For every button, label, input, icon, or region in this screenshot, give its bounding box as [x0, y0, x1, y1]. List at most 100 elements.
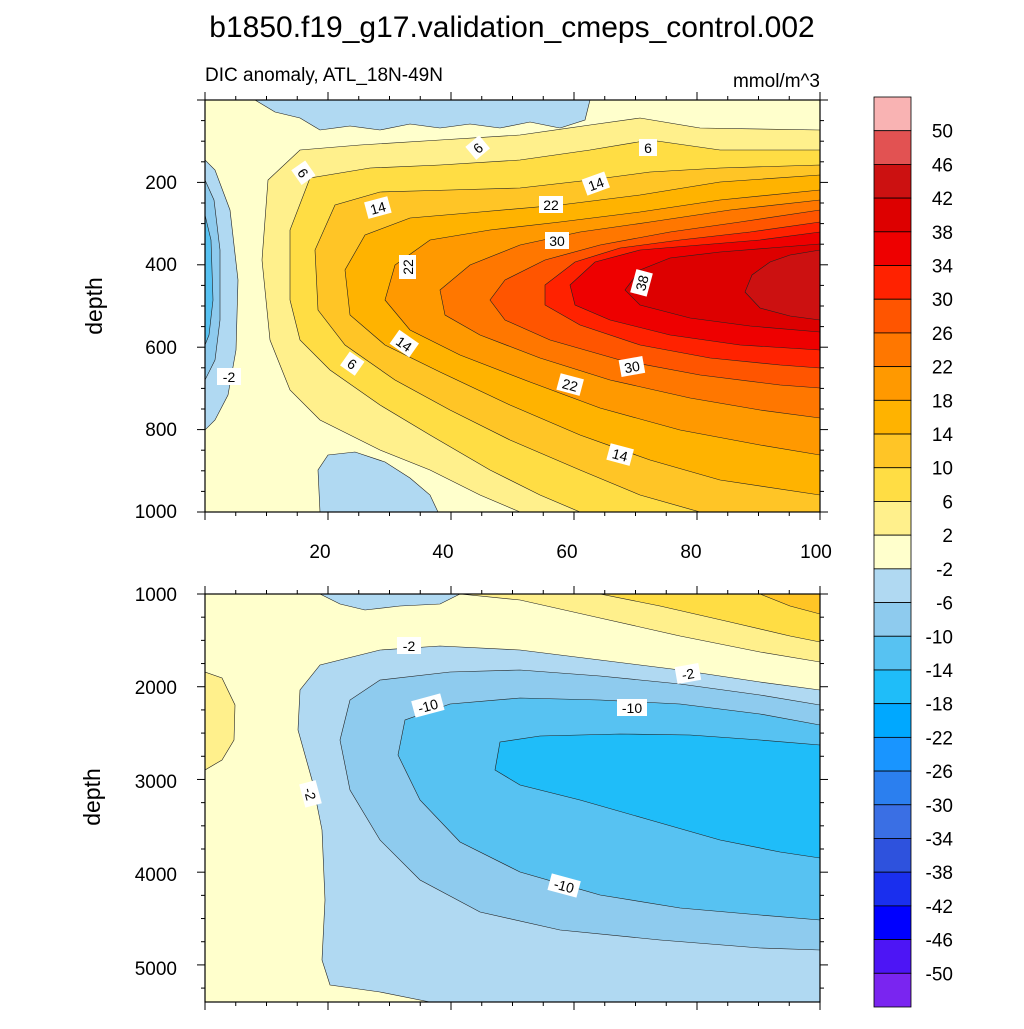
- panel-subtitle: DIC anomaly, ATL_18N-49N: [205, 65, 443, 86]
- colorbar-label: 38: [932, 223, 953, 244]
- lower-ytick: 1000: [135, 585, 177, 606]
- lower-tick-marks: [197, 586, 828, 1010]
- lower-contour-labels: -2 -2 -10 -10 -2 -10: [299, 637, 702, 898]
- colorbar-label: 18: [932, 391, 953, 412]
- contour-label: 22: [560, 375, 579, 395]
- units-label: mmol/m^3: [733, 71, 820, 92]
- colorbar-label: 14: [932, 425, 954, 446]
- band-upper-42: [744, 249, 820, 321]
- contour-label: -2: [223, 369, 236, 385]
- lower-ytick: 5000: [135, 959, 177, 980]
- colorbar-label: -18: [926, 695, 953, 716]
- upper-ylabel: depth: [81, 277, 107, 335]
- colorbar-label: -6: [936, 594, 953, 615]
- upper-xtick: 60: [556, 542, 577, 563]
- contour-label: 22: [400, 259, 416, 275]
- band-upper-neg-deep: [317, 451, 439, 512]
- colorbar-label: 50: [932, 122, 953, 143]
- colorbar: [873, 96, 912, 1008]
- colorbar-swatch: [873, 838, 912, 873]
- colorbar-swatch: [873, 399, 912, 435]
- contour-label: -10: [552, 876, 576, 897]
- band-lower-pos-10: [759, 594, 820, 615]
- colorbar-swatch: [873, 433, 912, 469]
- band-upper-neg-surface: [254, 100, 591, 131]
- band-lower-pos-left: [205, 671, 236, 771]
- colorbar-swatch: [873, 332, 912, 368]
- upper-xtick: 40: [432, 542, 453, 563]
- colorbar-label: -42: [926, 897, 953, 918]
- contour-label: -2: [680, 665, 695, 683]
- colorbar-swatch: [873, 164, 912, 199]
- colorbar-swatch: [873, 467, 912, 502]
- colorbar-swatch: [873, 602, 912, 637]
- upper-contour-labels: 6 6 6 14 14 22 22 30 38 14 6 -2 22 30 14: [217, 135, 657, 466]
- colorbar-label: -50: [926, 964, 953, 985]
- colorbar-label: -38: [926, 863, 953, 884]
- colorbar-label: 10: [932, 459, 953, 480]
- colorbar-swatch: [873, 871, 912, 907]
- colorbar-swatch: [873, 972, 912, 1008]
- lower-ytick: 3000: [135, 772, 177, 793]
- colorbar-swatch: [873, 197, 912, 233]
- colorbar-swatch: [873, 366, 912, 401]
- lower-ytick: 2000: [135, 678, 177, 699]
- upper-xtick: 80: [680, 542, 701, 563]
- colorbar-swatch: [873, 96, 912, 132]
- upper-ytick: 1000: [135, 502, 177, 523]
- colorbar-swatch: [873, 770, 912, 806]
- upper-xtick: 100: [800, 542, 832, 563]
- contour-label: -2: [301, 786, 320, 802]
- contour-label: 14: [586, 174, 606, 194]
- colorbar-swatch: [873, 905, 912, 940]
- colorbar-label: -22: [926, 728, 953, 749]
- colorbar-label: -34: [926, 829, 954, 850]
- lower-ytick: 4000: [135, 865, 177, 886]
- colorbar-swatch: [873, 534, 912, 570]
- band-lower-neg-top: [319, 594, 461, 611]
- colorbar-label: -30: [926, 796, 953, 817]
- contour-label: 30: [623, 358, 641, 376]
- main-title: b1850.f19_g17.validation_cmeps_control.0…: [209, 11, 814, 44]
- contour-label: -10: [622, 700, 642, 716]
- colorbar-label: -2: [936, 560, 953, 581]
- colorbar-swatch: [873, 298, 912, 334]
- contour-label: 14: [610, 445, 629, 465]
- colorbar-swatch: [873, 130, 912, 165]
- colorbar-swatch: [873, 736, 912, 772]
- colorbar-label: 26: [932, 324, 953, 345]
- upper-ytick: 600: [145, 338, 177, 359]
- upper-ytick: 800: [145, 420, 177, 441]
- colorbar-label: 2: [942, 526, 953, 547]
- upper-ytick: 200: [145, 173, 177, 194]
- colorbar-label: -26: [926, 762, 953, 783]
- colorbar-label: 34: [932, 257, 954, 278]
- contour-label: 30: [549, 233, 565, 249]
- lower-panel-fill: [205, 594, 820, 1002]
- colorbar-label: 6: [942, 492, 953, 513]
- band-lower-neg-14: [494, 733, 820, 859]
- contour-label: -2: [403, 638, 416, 654]
- colorbar-swatch: [873, 265, 912, 300]
- contour-label: 6: [644, 140, 652, 156]
- colorbar-swatch: [873, 231, 912, 266]
- colorbar-swatch: [873, 568, 912, 603]
- lower-ylabel: depth: [79, 768, 105, 826]
- colorbar-labels: 50 46 42 38 34 30 26 22 18 14 10 6 2 -2 -6 -10 -14 -18 -22…: [926, 122, 954, 986]
- contour-label: 22: [543, 197, 559, 213]
- upper-tick-marks: [197, 92, 828, 520]
- contour-label: 14: [368, 198, 387, 218]
- colorbar-label: 30: [932, 290, 953, 311]
- colorbar-swatch: [873, 939, 912, 974]
- contour-label: 38: [632, 273, 652, 292]
- colorbar-swatch: [873, 669, 912, 705]
- band-lower-pos-6: [599, 594, 820, 643]
- band-upper-neg-left-3: [205, 214, 214, 346]
- upper-panel-fill: [205, 100, 820, 512]
- colorbar-label: -46: [926, 931, 953, 952]
- colorbar-label: -10: [926, 627, 953, 648]
- colorbar-label: 46: [932, 155, 953, 176]
- upper-ytick: 400: [145, 255, 177, 276]
